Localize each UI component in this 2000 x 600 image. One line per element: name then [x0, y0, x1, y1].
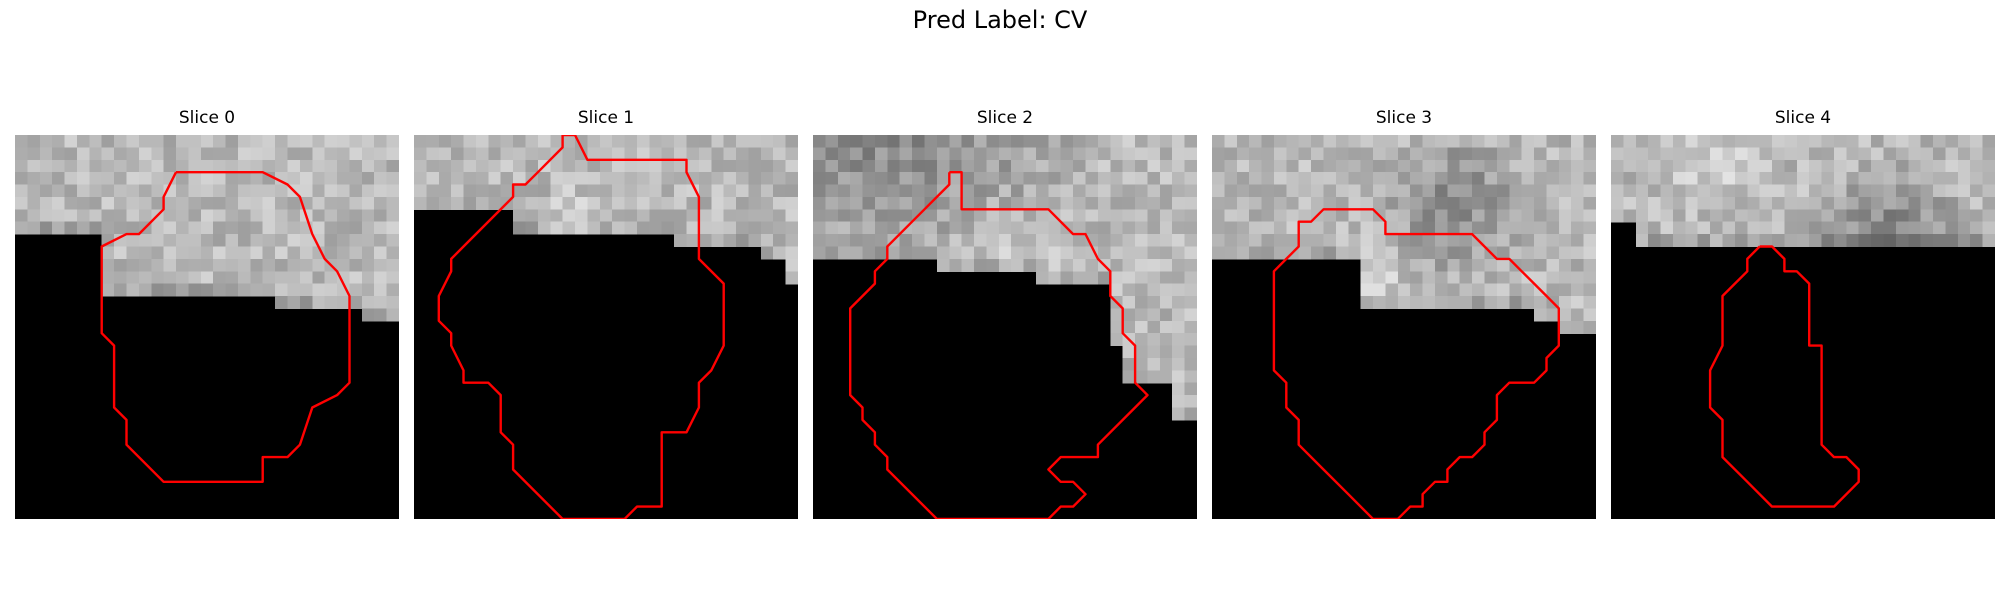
panel-slice-4: Slice 4	[1611, 108, 1995, 520]
slice-image	[1212, 135, 1596, 519]
contour-outline	[849, 171, 1149, 519]
panel-title: Slice 3	[1375, 108, 1433, 128]
slice-image	[414, 135, 798, 519]
panel-slice-1: Slice 1	[414, 108, 798, 520]
slice-image	[1611, 135, 1995, 519]
pixel-grid	[813, 135, 1197, 421]
pixel-grid	[1212, 135, 1596, 334]
slice-image	[15, 135, 399, 519]
pixel-grid	[414, 135, 798, 285]
panel-slice-0: Slice 0	[15, 108, 399, 520]
panel-title: Slice 2	[976, 108, 1034, 128]
panel-title: Slice 4	[1774, 108, 1832, 128]
contour-outline	[100, 171, 351, 483]
pixel-grid	[1611, 135, 1995, 248]
pixel-grid	[15, 135, 399, 322]
panel-title: Slice 1	[577, 108, 635, 128]
figure-title: Pred Label: CV	[912, 6, 1088, 34]
contour-outline	[437, 135, 725, 519]
panel-slice-2: Slice 2	[813, 108, 1197, 520]
panel-title: Slice 0	[178, 108, 236, 128]
slice-image	[813, 135, 1197, 519]
contour-outline	[1272, 208, 1560, 519]
contour-outline	[1708, 245, 1860, 508]
panel-slice-3: Slice 3	[1212, 108, 1596, 520]
